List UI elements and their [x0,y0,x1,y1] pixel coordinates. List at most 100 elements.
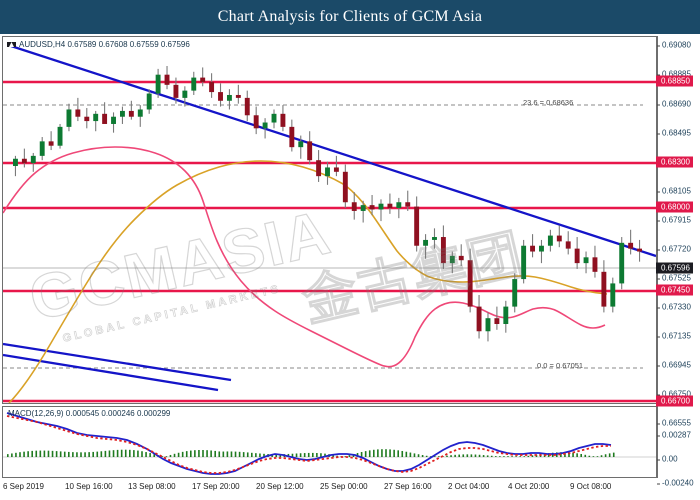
macd-chart-svg [3,412,656,475]
macd-histogram-bar [35,450,38,457]
macd-histogram-bar [206,450,208,457]
macd-histogram-bar [515,456,517,457]
candle-body [164,74,170,85]
price-tick: 0.66945 [657,361,691,370]
macd-histogram-bar [145,452,147,457]
macd-histogram-bar [612,452,615,457]
macd-histogram-bar [27,451,29,457]
macd-histogram-bar [39,450,42,457]
trendline-lower-b [3,342,232,382]
macd-histogram-bar [185,451,188,457]
candle-body [485,318,491,332]
macd-histogram-bar [116,449,119,457]
macd-histogram-bar [88,452,90,457]
macd-histogram-bar [409,452,412,457]
candle-body [271,113,277,123]
macd-histogram-bar [303,453,306,457]
price-tick: 0.66555 [657,419,691,428]
candle-body [574,248,580,264]
macd-histogram-bar [104,450,107,457]
candle-body [137,109,143,117]
symbol-marker-icon [7,42,16,47]
macd-histogram [7,449,615,457]
macd-histogram-bar [63,451,66,457]
price-chart-panel[interactable]: GCMASIA GLOBAL CAPITAL MARKETS 金古集团 [2,36,657,404]
page-title: Chart Analysis for Clients of GCM Asia [217,8,483,25]
macd-histogram-bar [246,452,249,457]
price-tick: 0.68105 [657,187,691,196]
macd-histogram-bar [55,451,58,457]
trendline-upper [10,44,656,258]
macd-histogram-bar [108,450,111,457]
candle-body [583,257,589,264]
macd-histogram-bar [588,455,591,457]
candle-body [48,141,54,146]
price-axis[interactable]: 0.69080 0.68885 0.68850 0.68690 0.68495 0.683… [656,36,700,488]
price-tick: 0.68885 [657,70,691,79]
macd-histogram-bar [275,454,277,457]
candle-body [13,158,18,167]
macd-histogram-bar [503,456,505,457]
price-tick: 0.67720 [657,245,691,254]
price-tick: 0.67525 [657,274,691,283]
macd-indicator-panel[interactable]: MACD(12,26,9) 0.000545 0.000246 0.000299 [2,406,657,478]
macd-histogram-bar [76,452,78,457]
macd-histogram-bar [560,452,562,457]
time-tick-label: 25 Sep 00:00 [320,482,368,491]
macd-histogram-bar [202,450,204,457]
candle-body [592,257,598,272]
candle-body [360,205,366,211]
price-tick: 0.67596 [656,262,693,274]
macd-histogram-bar [397,450,399,457]
macd-histogram-bar [474,454,477,457]
candle-body [387,203,393,209]
candle-body [351,202,357,211]
candle-body [396,202,402,209]
candle-body [182,90,188,98]
macd-histogram-bar [149,453,151,457]
macd-histogram-bar [214,450,216,457]
price-tick: 0.00287 [657,431,691,440]
time-tick-label: 17 Sep 20:00 [192,482,240,491]
price-tick: 0.68495 [657,129,691,138]
candle-body [440,237,446,264]
candle-body [262,122,268,129]
candle-body [325,167,330,177]
macd-histogram-bar [377,449,379,457]
candle-body [253,115,259,129]
candle-body [601,271,607,307]
candle-body [494,318,500,325]
macd-histogram-bar [425,455,428,457]
macd-histogram-bar [364,451,367,457]
macd-histogram-bar [177,452,180,457]
time-tick-label: 10 Sep 16:00 [65,482,113,491]
macd-histogram-bar [15,452,17,457]
price-tick: 0.67450 [656,284,693,296]
candle-body [610,283,616,307]
candle-body [209,81,215,93]
candle-body [173,84,179,98]
candle-body [467,260,473,307]
macd-histogram-bar [124,449,127,457]
macd-histogram-bar [295,453,298,457]
macd-histogram-bar [96,451,99,457]
time-axis[interactable]: 6 Sep 2019 10 Sep 16:00 13 Sep 08:00 17 Sep… [0,480,700,500]
candle-body [458,255,464,261]
macd-histogram-bar [291,453,294,457]
fib-label-236: 23.6 = 0.68636 [523,98,574,107]
price-tick: 0.68300 [656,156,693,168]
macd-histogram-bar [80,452,82,457]
price-axis-line [657,36,658,478]
macd-histogram-bar [490,455,493,457]
macd-histogram-bar [84,452,86,457]
candle-body [405,202,411,207]
macd-histogram-bar [324,453,326,457]
candle-body [556,235,562,242]
candle-body [530,245,536,252]
candle-body [21,158,27,164]
time-tick-label: 13 Sep 08:00 [128,482,176,491]
macd-histogram-bar [368,450,371,457]
macd-histogram-bar [255,453,257,457]
macd-histogram-bar [332,454,334,457]
macd-histogram-bar [608,453,611,457]
